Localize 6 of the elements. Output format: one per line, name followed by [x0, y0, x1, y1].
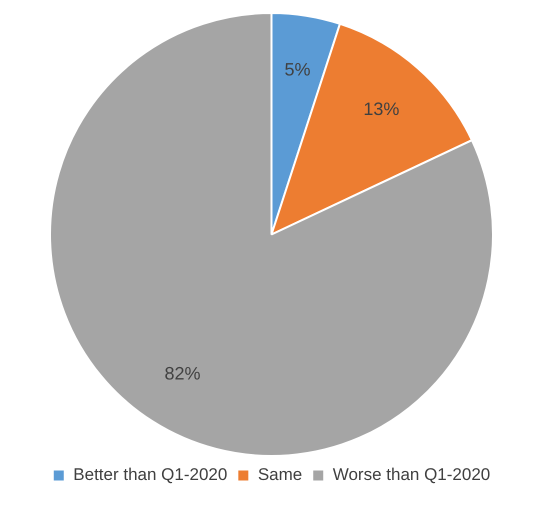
data-label: 13% — [363, 98, 400, 119]
legend-label: Better than Q1-2020 — [73, 465, 228, 484]
legend-label: Same — [258, 465, 302, 484]
data-label: 82% — [164, 364, 200, 384]
legend-label: Worse than Q1-2020 — [332, 465, 490, 484]
data-label: 5% — [284, 59, 310, 80]
